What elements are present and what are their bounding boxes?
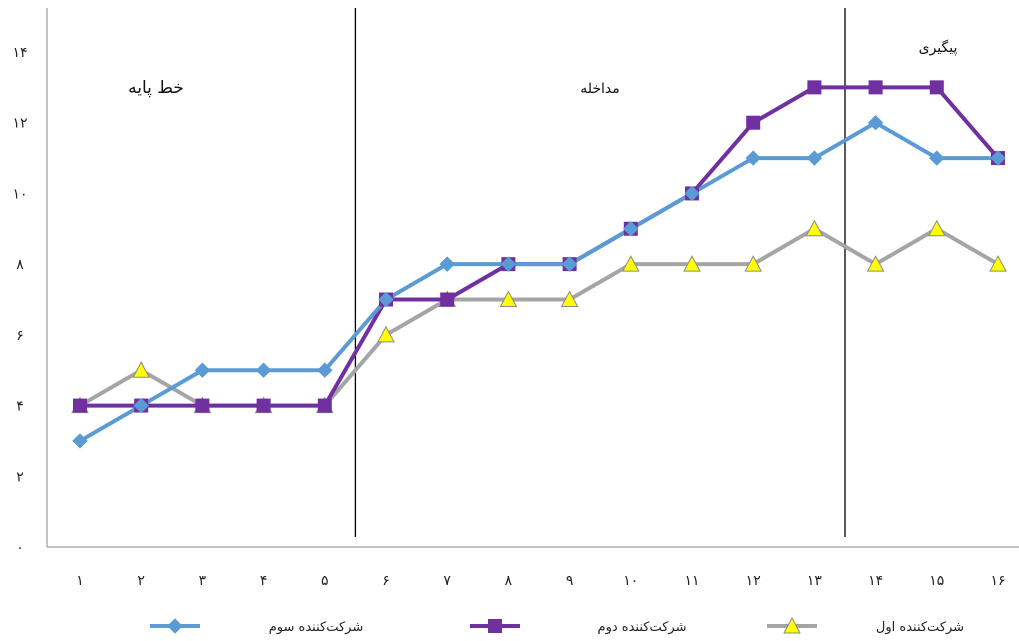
y-tick-label: ۰ [16,540,24,556]
x-tick-label: ۱۲ [746,573,761,589]
y-tick-label: ۸ [16,257,24,273]
phase-label-followup: پیگیری [919,39,958,56]
data-point-series-2 [868,80,883,95]
series-line-2 [80,85,1000,408]
y-tick-label: ۱۰ [12,186,27,202]
data-point-series-3 [989,255,1007,272]
axes [46,8,1019,548]
data-point-series-3 [805,219,824,237]
x-tick-label: ۱۰ [623,573,638,589]
legend-marker-3 [783,616,801,634]
data-point-series-3 [499,290,518,307]
x-tick-label: ۱ [76,573,84,589]
phase-label-baseline: خط پایه [128,78,184,98]
x-tick-label: ۱۶ [990,573,1005,589]
data-point-series-1 [317,362,333,378]
x-tick-label: ۹ [566,573,574,589]
data-point-series-2 [807,80,822,95]
data-point-series-2 [73,398,87,413]
data-point-series-3 [683,255,701,272]
x-tick-label: ۱۵ [929,573,944,589]
phase-label-intervention: مداخله [580,81,620,97]
x-tick-label: ۸ [505,573,513,589]
data-point-series-1 [684,185,700,202]
data-point-series-1 [929,150,945,166]
data-point-series-2 [195,398,210,413]
series-lines [78,85,1000,443]
data-point-series-1 [255,362,272,378]
series-line-1 [78,120,998,443]
data-point-series-2 [929,80,944,95]
data-point-series-3 [744,255,763,272]
x-tick-labels: ۱ ۲ ۳ ۴ ۵ ۶ ۷ ۸ ۹ ۱۰ ۱۱ ۱۲ ۱۳ ۱۴ ۱۵ ۱۶ [76,573,1005,589]
data-point-series-1 [623,221,639,237]
x-tick-label: ۲ [137,573,145,589]
data-point-series-3 [560,290,579,307]
data-point-series-1 [72,433,88,449]
data-point-series-2 [256,398,271,413]
legend-marker-1 [167,618,183,634]
x-tick-label: ۱۱ [684,573,699,589]
data-point-series-3 [132,361,151,378]
legend-marker-2 [488,619,502,633]
y-tick-label: ۲ [16,469,24,485]
y-tick-label: ۱۴ [12,45,27,61]
x-tick-label: ۴ [260,573,268,589]
data-point-series-3 [866,255,885,272]
legend: شرکت‌کننده سوم شرکت‌کننده دوم شرکت‌کننده ا… [150,616,964,635]
data-point-series-3 [377,325,395,343]
x-tick-label: ۷ [443,573,451,589]
data-point-series-1 [378,291,394,308]
y-tick-label: ۱۲ [12,116,27,132]
x-tick-label: ۳ [199,573,207,589]
x-tick-label: ۵ [321,573,329,589]
data-point-series-1 [867,115,884,131]
legend-label-1: شرکت‌کننده سوم [269,620,363,635]
data-point-series-3 [621,255,640,272]
data-point-series-1 [133,397,149,414]
data-point-series-1 [561,256,578,272]
data-point-series-1 [745,150,761,166]
y-tick-label: ۴ [16,399,24,415]
series-markers [71,80,1007,449]
x-tick-label: ۱۳ [807,573,823,589]
y-tick-labels: ۰ ۲ ۴ ۶ ۸ ۱۰ ۱۲ ۱۴ [12,45,27,556]
data-point-series-1 [806,150,823,166]
x-tick-label: ۶ [382,573,390,589]
data-point-series-2 [746,115,761,130]
data-point-series-2 [317,398,332,413]
phase-dividers [354,8,846,537]
legend-label-3: شرکت‌کننده اول [876,620,964,635]
series-line-3 [78,226,1000,408]
data-point-series-1 [500,256,517,272]
phase-labels: خط پایه مداخله پیگیری [128,39,957,98]
data-point-series-2 [440,292,455,307]
data-point-series-1 [194,362,211,378]
data-point-series-1 [990,150,1006,166]
legend-label-2: شرکت‌کننده دوم [598,620,687,635]
data-point-series-1 [439,256,455,272]
data-point-series-3 [927,219,946,237]
y-tick-label: ۶ [16,328,24,344]
x-tick-label: ۱۴ [868,573,883,589]
